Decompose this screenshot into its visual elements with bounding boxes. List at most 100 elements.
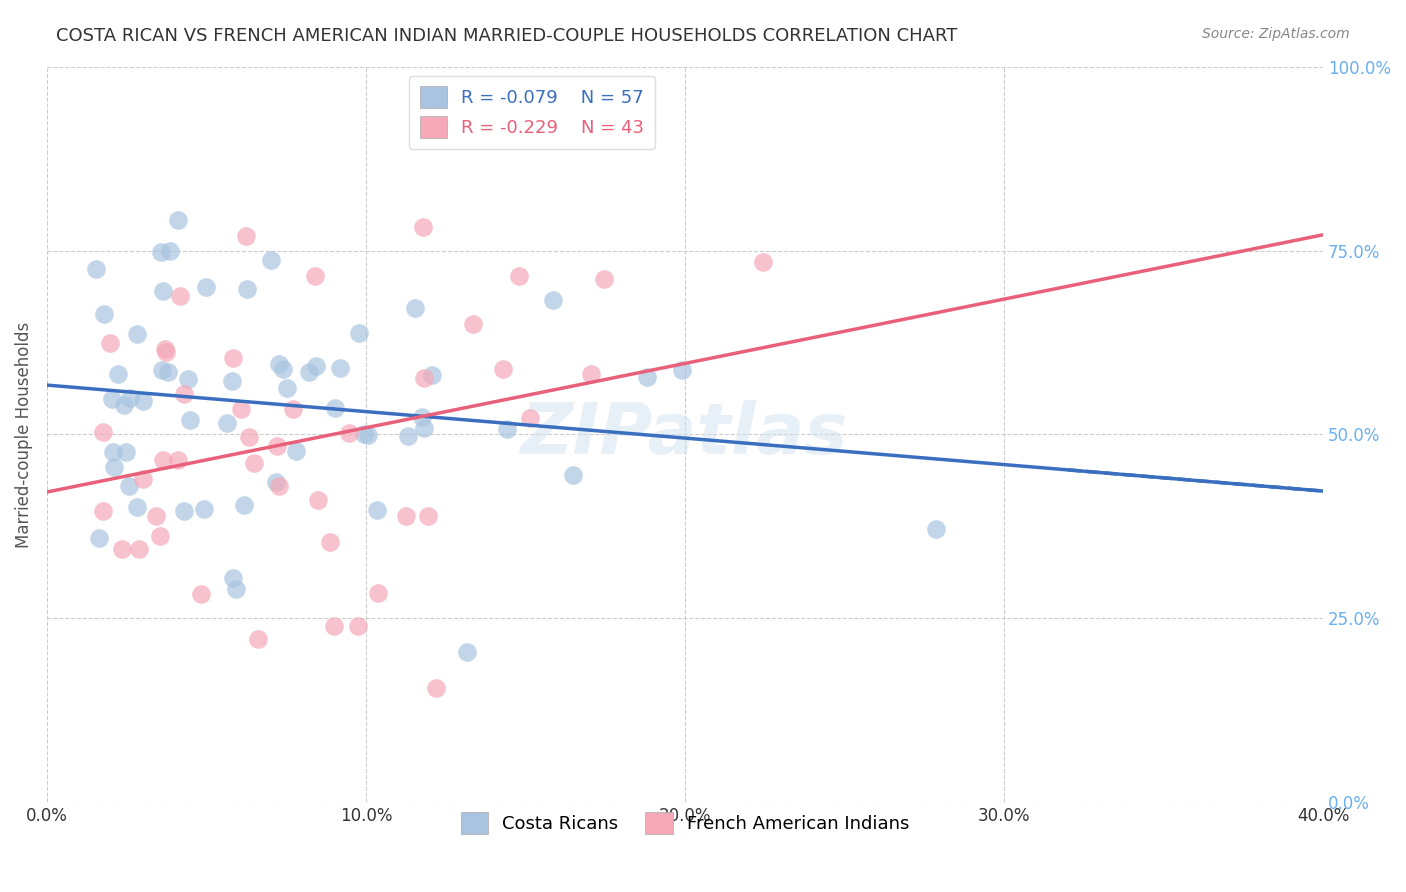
Point (173, 503, 195, 517)
Point (404, 301, 426, 315)
Point (298, 365, 321, 379)
Point (276, 381, 298, 395)
Point (93, 307, 115, 321)
Point (307, 492, 329, 507)
Point (127, 500, 149, 514)
Point (353, 427, 375, 442)
Point (152, 284, 174, 298)
Point (413, 420, 436, 434)
Point (222, 351, 245, 365)
Point (271, 362, 294, 376)
Point (87, 531, 110, 545)
Text: ZIPatlas: ZIPatlas (522, 400, 849, 469)
Point (562, 467, 585, 482)
Point (173, 387, 195, 401)
Point (508, 269, 530, 284)
Point (496, 422, 519, 436)
Point (593, 271, 616, 285)
Point (579, 367, 602, 381)
Point (169, 289, 191, 303)
Point (412, 220, 434, 235)
Point (145, 509, 167, 524)
Point (176, 372, 198, 386)
Point (238, 429, 260, 443)
Point (235, 283, 257, 297)
Point (179, 413, 201, 427)
Point (396, 428, 419, 442)
Point (305, 359, 328, 373)
Point (221, 374, 243, 388)
Point (266, 439, 288, 453)
Point (329, 360, 352, 375)
Point (461, 317, 484, 331)
Point (323, 619, 346, 633)
Point (118, 478, 141, 492)
Point (752, 255, 775, 269)
Point (264, 475, 287, 489)
Point (120, 392, 142, 406)
Point (347, 326, 370, 341)
Point (671, 363, 693, 377)
Point (411, 410, 433, 425)
Point (519, 411, 541, 425)
Point (128, 542, 150, 557)
Legend: Costa Ricans, French American Indians: Costa Ricans, French American Indians (450, 801, 920, 845)
Point (195, 280, 218, 294)
Point (149, 245, 172, 260)
Point (924, 522, 946, 536)
Point (103, 460, 125, 475)
Point (101, 445, 124, 459)
Point (155, 344, 177, 359)
Point (159, 244, 181, 258)
Point (233, 498, 256, 512)
Point (418, 509, 440, 524)
Point (215, 416, 238, 430)
Point (115, 445, 138, 459)
Point (337, 426, 360, 441)
Point (132, 472, 155, 486)
Point (101, 392, 124, 406)
Point (243, 456, 266, 470)
Point (267, 478, 290, 492)
Point (636, 369, 658, 384)
Point (112, 398, 135, 412)
Point (366, 503, 388, 517)
Point (91, 425, 114, 439)
Point (221, 571, 243, 585)
Y-axis label: Married-couple Households: Married-couple Households (15, 321, 32, 548)
Point (357, 428, 380, 442)
Point (231, 402, 253, 417)
Point (84, 261, 107, 276)
Point (413, 371, 436, 385)
Point (246, 632, 269, 646)
Point (267, 357, 290, 371)
Point (107, 367, 129, 381)
Point (425, 681, 447, 695)
Text: COSTA RICAN VS FRENCH AMERICAN INDIAN MARRIED-COUPLE HOUSEHOLDS CORRELATION CHAR: COSTA RICAN VS FRENCH AMERICAN INDIAN MA… (56, 27, 957, 45)
Point (157, 365, 180, 379)
Point (260, 252, 283, 267)
Point (323, 401, 346, 415)
Point (304, 269, 326, 284)
Point (125, 327, 148, 342)
Point (190, 587, 212, 601)
Point (541, 293, 564, 308)
Point (456, 645, 478, 659)
Point (492, 362, 515, 376)
Point (149, 529, 172, 543)
Point (166, 213, 188, 227)
Point (235, 229, 257, 244)
Point (111, 541, 134, 556)
Point (225, 582, 247, 596)
Point (281, 402, 304, 417)
Point (132, 393, 155, 408)
Point (284, 444, 307, 458)
Point (98, 336, 121, 351)
Point (319, 535, 342, 549)
Point (193, 502, 215, 516)
Point (150, 363, 173, 377)
Point (91, 503, 114, 517)
Point (152, 453, 174, 467)
Point (346, 619, 368, 633)
Point (153, 343, 176, 357)
